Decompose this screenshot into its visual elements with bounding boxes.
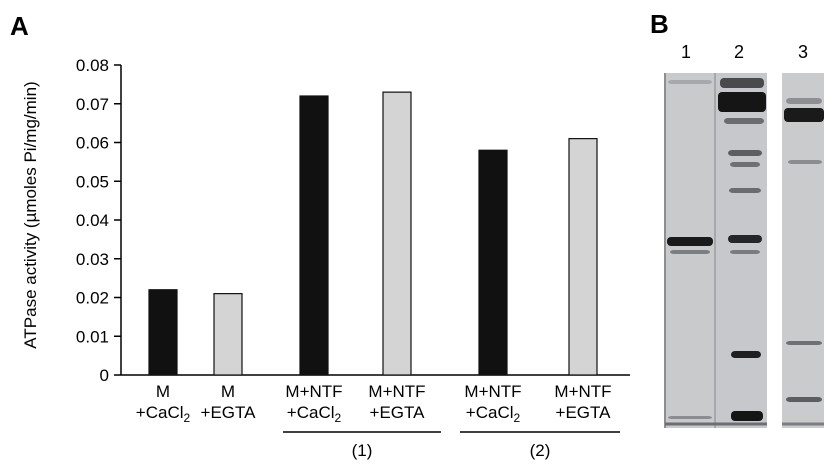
- y-axis-title: ATPase activity (µmoles Pi/mg/min): [21, 81, 40, 348]
- gel-lane-label: 2: [734, 42, 744, 62]
- y-tick-label: 0.05: [76, 172, 109, 191]
- gel-band: [668, 80, 712, 84]
- gel-band: [730, 162, 760, 167]
- y-tick-label: 0.06: [76, 134, 109, 153]
- gel-gap: [767, 73, 782, 428]
- y-tick-label: 0.04: [76, 211, 109, 230]
- gel-band: [720, 78, 764, 88]
- category-label-line1: M+NTF: [464, 382, 521, 401]
- bar: [382, 91, 412, 376]
- bar: [299, 95, 329, 376]
- gel-band: [786, 397, 822, 402]
- category-label-line1: M+NTF: [285, 382, 342, 401]
- gel-band: [786, 341, 822, 345]
- gel-band: [668, 416, 712, 419]
- bar: [478, 149, 508, 376]
- category-label-line2: +EGTA: [201, 403, 257, 422]
- y-tick-label: 0: [100, 366, 109, 385]
- category-label-line1: M+NTF: [554, 382, 611, 401]
- gel-band: [670, 250, 710, 254]
- gel-band: [728, 150, 762, 156]
- group-label: (2): [530, 441, 551, 460]
- gel-band: [667, 237, 713, 246]
- category-label-line2: +CaCl2: [466, 403, 521, 425]
- category-label-line2: +CaCl2: [287, 403, 342, 425]
- category-label-line2: +EGTA: [556, 403, 612, 422]
- panel-a-label: A: [10, 11, 29, 41]
- gel-band: [718, 92, 766, 112]
- bar-chart: ATPase activity (µmoles Pi/mg/min) 0 0.01…: [21, 56, 630, 460]
- y-tick-label: 0.07: [76, 95, 109, 114]
- gel-band: [731, 411, 763, 421]
- category-label-line2: +CaCl2: [136, 403, 191, 425]
- category-label-line1: M+NTF: [368, 382, 425, 401]
- bar: [213, 293, 243, 376]
- gel-band: [728, 235, 762, 243]
- y-tick-label: 0.03: [76, 250, 109, 269]
- gel-band: [788, 160, 822, 164]
- gel-band: [730, 250, 760, 254]
- gel-image: 1 2 3: [664, 42, 824, 428]
- bar: [568, 138, 598, 376]
- y-tick-label: 0.08: [76, 56, 109, 75]
- gel-band: [731, 351, 761, 358]
- category-label-line1: M: [156, 382, 170, 401]
- group-label: (1): [352, 441, 373, 460]
- bar: [148, 289, 178, 376]
- category-label-line2: +EGTA: [370, 403, 426, 422]
- gel-band: [724, 118, 764, 124]
- gel-lane: [782, 73, 824, 428]
- y-tick-label: 0.02: [76, 289, 109, 308]
- gel-band: [784, 108, 824, 122]
- gel-lane-label: 1: [681, 42, 691, 62]
- y-tick-label: 0.01: [76, 327, 109, 346]
- gel-band: [786, 98, 822, 104]
- panel-b-label: B: [650, 9, 669, 39]
- category-label-line1: M: [221, 382, 235, 401]
- gel-lane-label: 3: [798, 42, 808, 62]
- gel-band: [729, 188, 761, 193]
